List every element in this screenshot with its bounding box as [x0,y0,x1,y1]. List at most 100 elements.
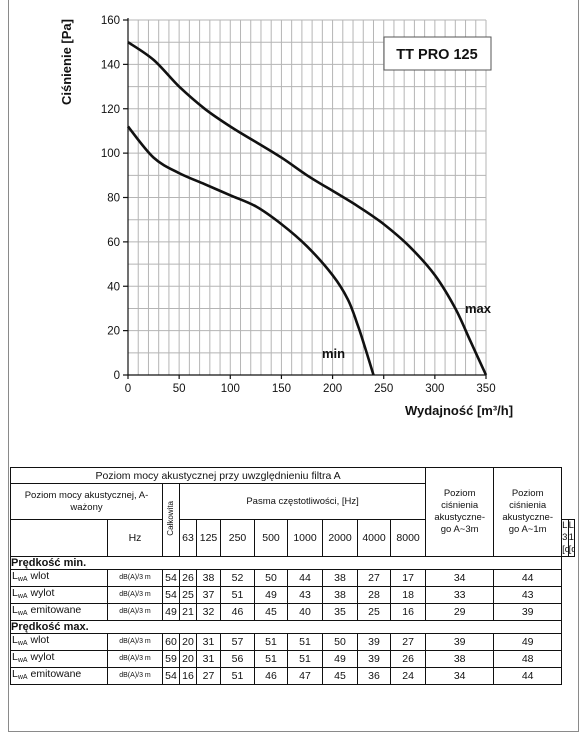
band-value: 25 [179,586,197,604]
y-tick-label: 60 [107,237,120,249]
pressure-1m-value: 44 [493,667,563,685]
chart-grid [127,19,487,376]
y-tick-label: 120 [101,104,120,116]
row-label-main: L [12,634,18,647]
row-label-sub: wA [17,657,28,664]
chart-title: TT PRO 125 [396,47,477,63]
band-value: 20 [179,650,197,668]
table-row: LwA wlot dB(A)/3 m 54 26 38 52 50 44 38 27 17 34 44 [10,569,575,587]
band-header: 4000 [357,519,391,557]
header-empty [10,519,108,557]
band-value: 46 [220,603,255,621]
x-tick-label: 50 [173,383,186,395]
band-value: 51 [220,667,255,685]
header-p1-line2: ciśnienia [509,500,547,511]
row-label-rest: wlot [27,570,50,583]
table-row: LwA wlot dB(A)/3 m 60 20 31 57 51 51 50 39 27 39 49 [10,633,575,651]
band-value: 51 [220,586,255,604]
band-value: 20 [179,633,197,651]
row-total: 54 [162,586,180,604]
band-value: 27 [389,633,427,651]
header-p1-line1: Poziom [511,488,544,499]
header-p1-line4: go A~1m [508,524,547,535]
header-total: Całkowita [162,483,180,557]
unit-p3-line1: LpA, 3m [562,520,568,544]
band-value: 31 [196,650,221,668]
band-value: 16 [179,667,197,685]
band-header: 1000 [287,519,323,557]
y-tick-label: 40 [107,281,120,293]
x-tick-label: 0 [125,383,131,395]
row-label-sub: wA [17,593,28,600]
band-value: 27 [196,667,221,685]
band-value: 38 [196,569,221,587]
band-value: 37 [196,586,221,604]
header-pressure-3m: Poziom ciśnienia akustyczne- go A~3m [425,467,495,557]
row-label-rest: wlot [27,634,50,647]
band-value: 39 [357,650,391,668]
band-value: 49 [254,586,288,604]
row-unit: dB(A)/3 m [107,586,163,604]
y-axis-title: Ciśnienie [Pa] [59,19,74,105]
band-value: 47 [287,667,323,685]
x-axis-title: Wydajność [m³/h] [405,403,513,418]
header-p3-line4: go A~3m [440,524,479,535]
section-title: Prędkość max. [10,620,108,634]
row-unit: dB(A)/3 m [107,569,163,587]
table-row: LwA wylot dB(A)/3 m 59 20 31 56 51 51 49 39 26 38 48 [10,650,575,668]
row-label-sub: wA [17,610,28,617]
pressure-1m-value: 49 [493,633,563,651]
series-label-min: min [322,346,345,361]
unit-p1-line2: [dB(A)] [568,544,573,555]
row-label: LwA wylot [10,586,108,604]
band-value: 45 [322,667,358,685]
row-label: LwA wlot [10,569,108,587]
band-header: 125 [196,519,221,557]
header-hz: Hz [107,519,163,557]
header-p3-line2: ciśnienia [441,500,479,511]
band-header: 250 [220,519,255,557]
unit-pressure-3m: LpA, 3m[dB(A)] [561,519,569,557]
section-row: Prędkość max. [10,620,575,634]
x-tick-label: 100 [221,383,240,395]
table-row: LwA emitowane dB(A)/3 m 54 16 27 51 46 47 45 36 24… [10,667,575,685]
acoustic-table: Poziom mocy akustycznej przy uwzględnien… [9,467,576,685]
band-value: 40 [287,603,323,621]
row-total: 54 [162,667,180,685]
band-value: 46 [254,667,288,685]
pressure-1m-value: 48 [493,650,563,668]
table-row: LwA emitowane dB(A)/3 m 49 21 32 46 45 40 35 25 16… [10,603,575,621]
row-unit: dB(A)/3 m [107,650,163,668]
header-p3-line1: Poziom [443,488,476,499]
band-value: 38 [322,569,358,587]
band-value: 51 [254,633,288,651]
header-p1-line3: akustyczne- [502,512,553,523]
x-tick-label: 300 [425,383,444,395]
chart-axes [127,18,486,376]
pressure-3m-value: 38 [425,650,495,668]
band-value: 50 [254,569,288,587]
section-row: Prędkość min. [10,556,575,570]
row-label-main: L [12,668,18,681]
model-label-box [383,36,492,71]
series-line-min [126,125,375,376]
section-blank [107,556,563,570]
table-row: LwA wylot dB(A)/3 m 54 25 37 51 49 43 38 28 18 33 43 [10,586,575,604]
chart-curves [126,41,488,376]
unit-pressure-1m: LpA, 1m[dB(A)] [567,519,576,557]
band-header: 2000 [322,519,358,557]
section-title: Prędkość min. [10,556,108,570]
band-value: 38 [322,586,358,604]
row-unit: dB(A)/3 m [107,603,163,621]
row-total: 60 [162,633,180,651]
pressure-3m-value: 34 [425,569,495,587]
header-pressure-1m: Poziom ciśnienia akustyczne- go A~1m [493,467,563,557]
pressure-3m-value: 33 [425,586,495,604]
x-tick-label: 200 [323,383,342,395]
row-label: LwA emitowane [10,667,108,685]
band-value: 28 [357,586,391,604]
row-total: 54 [162,569,180,587]
band-value: 31 [196,633,221,651]
band-value: 24 [389,667,427,685]
row-unit: dB(A)/3 m [107,633,163,651]
